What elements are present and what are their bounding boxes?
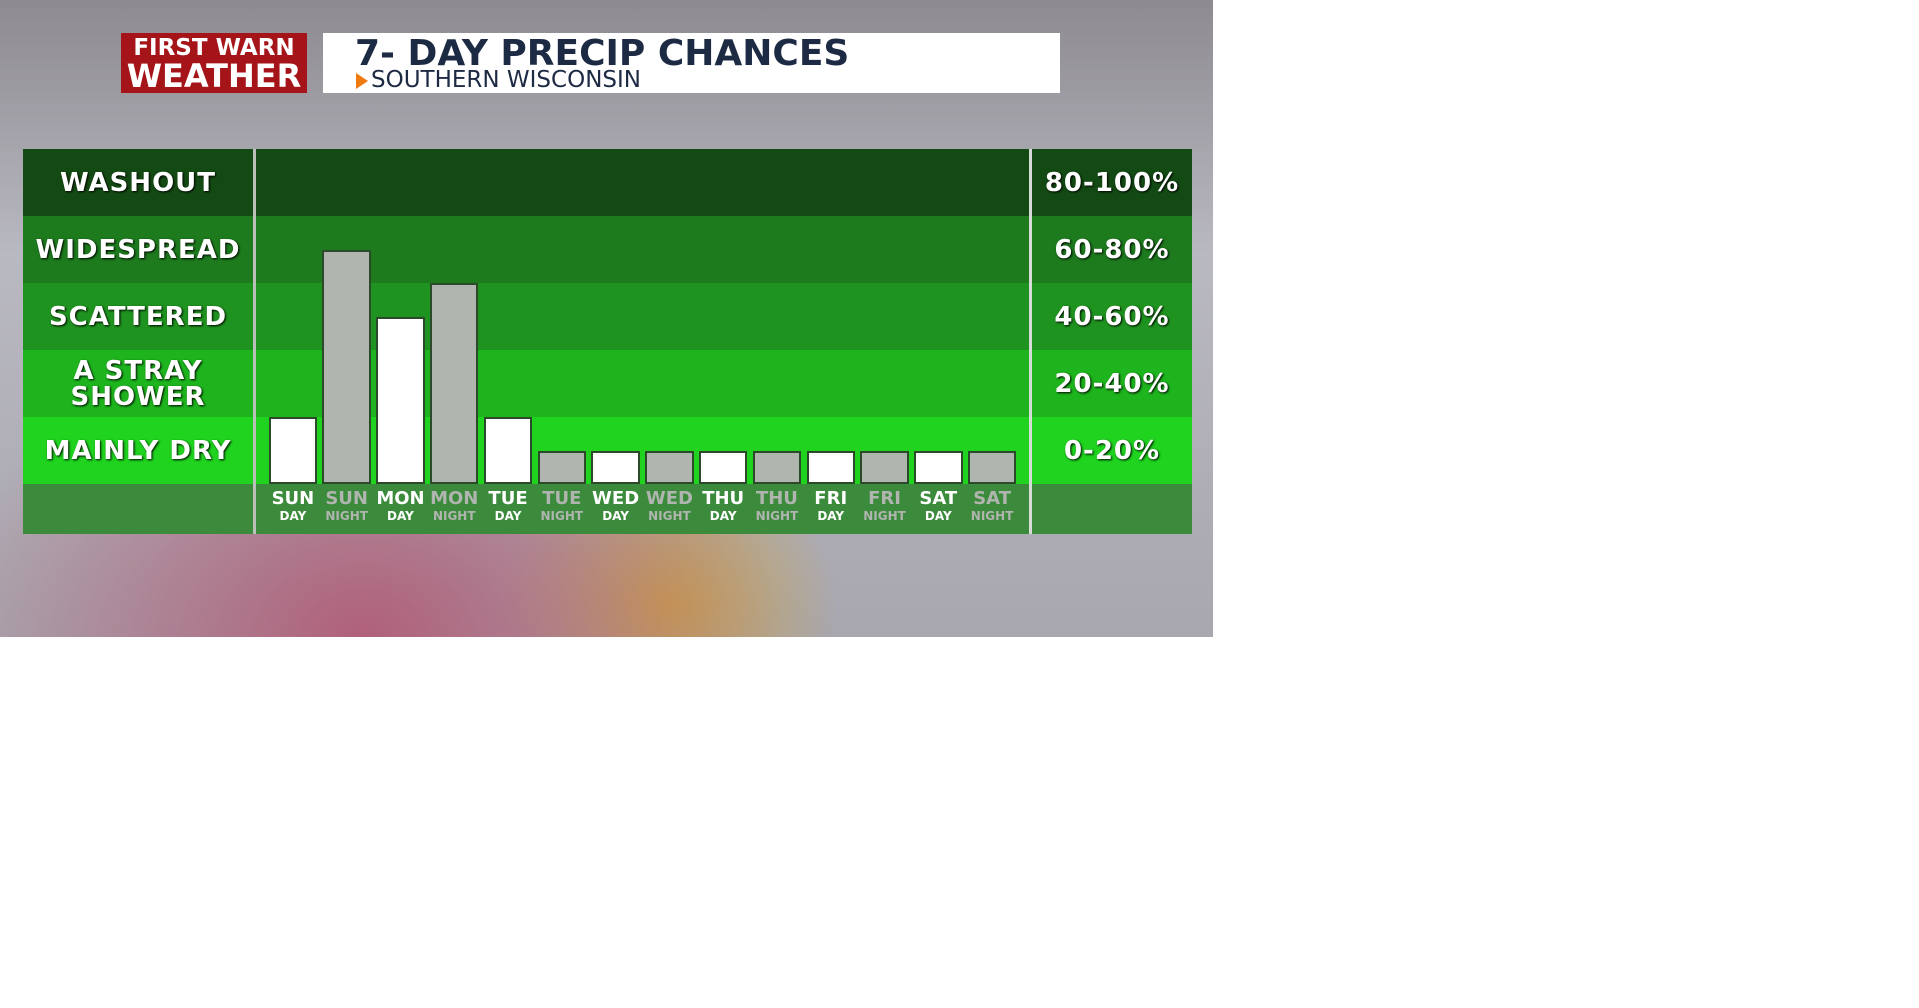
x-tick-period: NIGHT [325,509,368,523]
x-tick-label: SUN DAY [266,488,320,523]
bar [376,316,425,484]
divider [253,149,256,534]
x-tick-day: THU [755,488,798,509]
band-label: A STRAY SHOWER [70,355,206,412]
x-tick-period: NIGHT [648,509,691,523]
bar [914,450,963,484]
x-tick-day: THU [702,488,745,509]
x-tick-period: DAY [709,509,737,523]
bar [752,450,802,484]
x-tick-day: SAT [973,488,1011,509]
arrow-icon [356,73,368,89]
band-range: 80-100% [1044,167,1180,198]
x-tick-day: FRI [814,488,848,509]
x-tick-label: THU NIGHT [750,488,804,523]
band-label: MAINLY DRY [44,435,232,466]
x-tick-period: NIGHT [970,509,1014,523]
divider [1029,149,1032,534]
x-tick-label: SAT DAY [911,488,965,523]
x-tick-day: MON [376,488,425,509]
x-tick-period: DAY [279,509,307,523]
x-tick-period: NIGHT [540,509,584,523]
bar [430,283,479,484]
x-tick-period: DAY [387,509,414,523]
bar [967,450,1017,484]
logo: FIRST WARN WEATHER [121,33,307,93]
x-tick-label: WED NIGHT [643,488,697,523]
logo-text: FIRST WARN [133,35,295,61]
band [23,216,1192,283]
x-tick-day: SAT [919,488,958,509]
x-tick-day: SUN [325,488,368,509]
bar [591,450,640,484]
x-tick-day: FRI [868,488,901,509]
bar [483,417,533,484]
graphic: FIRST WARN WEATHER 7- DAY PRECIP CHANCES… [0,0,1213,637]
band-range: 40-60% [1054,301,1170,332]
x-tick-label: FRI NIGHT [858,488,912,523]
x-tick-period: DAY [817,509,845,523]
x-tick-label: TUE NIGHT [535,488,589,523]
x-tick-period: NIGHT [755,509,799,523]
x-tick-label: MON NIGHT [427,488,481,523]
band-range: 60-80% [1054,234,1170,265]
band-label: SCATTERED [48,301,228,332]
band-label: WASHOUT [59,167,217,198]
x-tick-period: NIGHT [432,509,476,523]
band-range: 0-20% [1063,435,1161,466]
band [23,350,1192,417]
x-tick-label: SUN NIGHT [320,488,374,523]
x-tick-label: FRI DAY [804,488,858,523]
x-tick-day: TUE [542,488,582,509]
chart-subtitle: SOUTHERN WISCONSIN [371,67,641,93]
chart-title: 7- DAY PRECIP CHANCES [355,33,850,74]
bar [537,450,587,484]
x-tick-period: DAY [602,509,629,523]
logo-text: WEATHER [126,57,302,95]
x-tick-label: SAT NIGHT [965,488,1019,523]
x-tick-label: TUE DAY [481,488,535,523]
x-tick-period: NIGHT [863,509,906,523]
x-tick-period: DAY [924,509,952,523]
chart: MAINLY DRY 0-20% A STRAY SHOWER 20-40% SCATT… [0,0,1213,637]
x-tick-label: MON DAY [374,488,428,523]
x-tick-label: WED DAY [589,488,643,523]
bar [698,450,748,484]
band [23,283,1192,350]
x-tick-day: MON [430,488,479,509]
category-row [23,484,1192,534]
x-tick-day: WED [645,488,693,509]
band [23,149,1192,216]
x-tick-day: WED [592,488,640,509]
x-tick-day: SUN [271,488,315,509]
x-tick-day: TUE [488,488,528,509]
title-box: 7- DAY PRECIP CHANCES SOUTHERN WISCONSIN [323,33,1060,93]
bar [645,450,694,484]
bar [322,249,371,484]
bar [860,450,909,484]
band-label: WIDESPREAD [35,234,241,265]
bar [268,417,318,484]
x-tick-label: THU DAY [696,488,750,523]
bar [806,450,855,484]
x-tick-period: DAY [494,509,522,523]
band-range: 20-40% [1054,368,1170,399]
